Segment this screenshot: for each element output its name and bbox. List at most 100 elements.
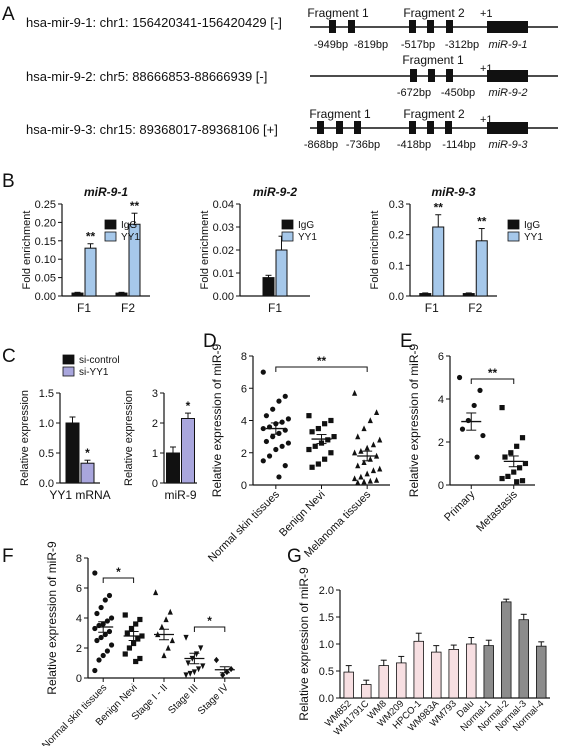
chart-b-mir-9-3: 0.0 0.1 0.2 0.3 Fold enrichment miR-9-3 F1 ** F2… — [369, 185, 543, 315]
bar — [115, 292, 128, 297]
fragment-box — [445, 121, 452, 134]
panel-label-g: G — [287, 546, 302, 567]
data-point — [370, 441, 377, 448]
data-point — [92, 667, 98, 674]
legend-swatch — [62, 354, 75, 365]
y-tick-label: 1.5 — [319, 612, 334, 624]
position-label: -672bp — [397, 87, 431, 99]
legend-label: IgG — [121, 220, 137, 231]
panel-label-e: E — [400, 331, 413, 352]
bar — [466, 643, 477, 699]
data-point — [135, 636, 141, 642]
data-point — [306, 413, 312, 419]
bar — [536, 645, 547, 699]
data-point — [183, 672, 189, 679]
chart-title: miR-9-1 — [84, 185, 128, 199]
fragment-label: Fragment 2 — [403, 107, 465, 121]
y-axis-label: Fold enrichment — [369, 211, 381, 290]
data-point — [200, 663, 206, 670]
y-tick-label: 2.0 — [319, 585, 334, 597]
data-point — [133, 621, 139, 627]
data-point — [161, 652, 167, 659]
bar — [518, 619, 529, 699]
data-point — [315, 425, 321, 432]
x-tick-label: Stage IV — [196, 682, 231, 717]
y-tick-label: 1.0 — [319, 639, 334, 651]
data-point — [352, 475, 358, 482]
y-tick-label: 4 — [241, 416, 247, 428]
data-point — [306, 446, 312, 453]
bar — [71, 292, 84, 297]
data-point — [133, 658, 139, 665]
data-point — [224, 668, 230, 676]
fragment-box — [409, 121, 416, 134]
significance-bracket — [470, 378, 515, 384]
y-tick-label: 0.0 — [389, 291, 404, 303]
data-point — [126, 645, 133, 651]
chart-g: 0.0 0.5 1.0 1.5 2.0 Relative expression of mi… — [297, 567, 550, 738]
bar — [431, 651, 442, 699]
y-axis-label: Fold enrichment — [199, 211, 211, 290]
fragment-box — [409, 20, 416, 33]
data-point — [279, 443, 285, 449]
data-point — [352, 449, 358, 456]
data-point — [279, 419, 285, 425]
data-point — [102, 597, 108, 603]
data-point — [185, 660, 191, 667]
data-point — [102, 631, 108, 638]
data-point — [124, 630, 130, 636]
data-point — [108, 615, 115, 621]
y-tick-label: 6 — [241, 383, 247, 395]
y-tick-label: 0.04 — [213, 199, 234, 211]
significance-bracket — [193, 626, 226, 632]
x-tick-label: miR-9 — [165, 488, 197, 502]
data-point — [312, 443, 318, 449]
x-tick-label: F1 — [268, 301, 282, 315]
y-tick-label: 0.01 — [213, 268, 234, 280]
significance-mark: ** — [317, 354, 327, 368]
y-axis-label: Relative expression — [19, 390, 31, 486]
gene-box — [487, 122, 528, 134]
y-tick-label: 0.2 — [389, 230, 404, 242]
data-point — [213, 656, 220, 664]
data-point — [198, 645, 204, 652]
data-point — [474, 454, 480, 460]
significance-mark: * — [85, 446, 90, 460]
data-point — [260, 458, 266, 464]
data-point — [94, 610, 100, 617]
y-tick-label: 0.03 — [213, 222, 234, 234]
panel-label-d: D — [203, 331, 217, 352]
y-tick-label: 0.0 — [319, 693, 334, 705]
data-point — [325, 437, 331, 443]
legend-swatch — [104, 219, 117, 230]
y-tick-label: 0 — [241, 480, 247, 492]
tss-label: +1 — [480, 8, 493, 20]
data-point — [373, 409, 380, 416]
position-label: -312bp — [445, 39, 479, 51]
bar — [432, 226, 445, 297]
data-point — [459, 426, 466, 432]
y-tick-label: 0.25 — [35, 199, 56, 211]
data-point — [273, 446, 279, 453]
y-tick-label: 0.02 — [213, 245, 234, 257]
data-point — [260, 425, 266, 432]
y-tick-label: 4 — [76, 613, 82, 625]
bar — [396, 662, 407, 699]
data-point — [480, 432, 486, 439]
significance-bracket — [275, 366, 368, 372]
data-point — [471, 402, 477, 409]
fragment-box — [446, 20, 453, 33]
data-point — [367, 477, 373, 484]
bar — [419, 293, 432, 297]
legend-label: si-control — [79, 355, 120, 366]
y-tick-label: 1.5 — [39, 388, 54, 400]
data-point — [183, 634, 189, 641]
data-point — [309, 429, 315, 435]
data-point — [106, 628, 113, 635]
x-tick-label: Primary — [442, 488, 478, 524]
data-point — [377, 436, 383, 443]
data-point — [167, 608, 173, 615]
data-point — [322, 421, 328, 427]
legend-label: YY1 — [298, 232, 317, 243]
